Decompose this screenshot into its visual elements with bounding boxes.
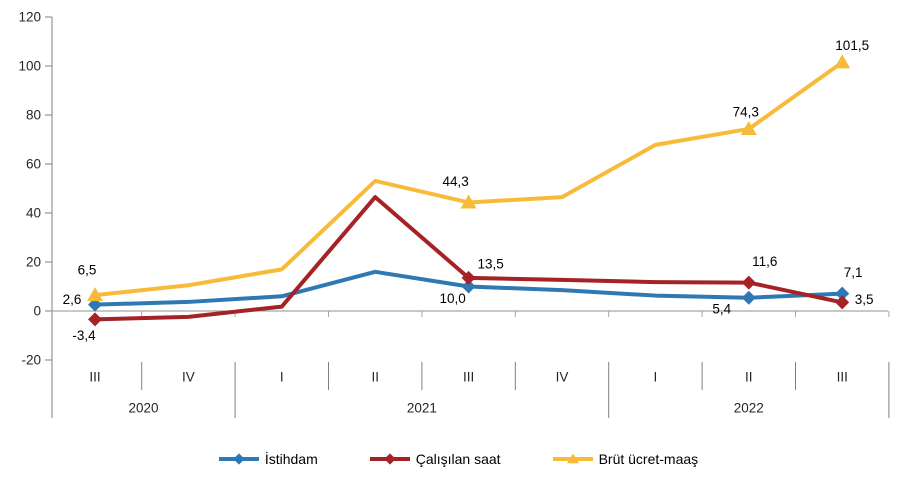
y-axis-tick-label: 80 xyxy=(26,108,41,123)
diamond-marker xyxy=(835,286,850,301)
quarter-tick-label: III xyxy=(837,370,848,385)
diamond-marker-icon xyxy=(384,453,396,465)
data-label: 101,5 xyxy=(835,38,869,53)
quarter-tick-label: I xyxy=(654,370,658,385)
triangle-marker xyxy=(740,120,757,135)
diamond-marker-icon xyxy=(233,453,245,465)
legend-item-brut-ucret-maas: Brüt ücret-maaş xyxy=(552,451,699,467)
quarter-tick-label: III xyxy=(463,370,474,385)
quarter-tick-label: II xyxy=(745,370,753,385)
legend-item-calisilan-saat: Çalışılan saat xyxy=(369,451,501,467)
data-label: 10,0 xyxy=(439,291,465,306)
triangle-marker xyxy=(834,54,851,69)
quarter-tick-label: III xyxy=(89,370,100,385)
year-tick-label: 2020 xyxy=(129,401,159,416)
legend-line-swatch xyxy=(552,453,593,464)
legend-label: Çalışılan saat xyxy=(415,451,501,467)
legend-line-swatch xyxy=(369,453,410,465)
diamond-marker xyxy=(741,275,756,290)
data-label: 7,1 xyxy=(844,265,863,280)
y-axis-tick-label: 100 xyxy=(18,59,41,74)
quarter-tick-label: IV xyxy=(556,370,569,385)
diamond-marker xyxy=(461,270,476,285)
year-tick-label: 2021 xyxy=(407,401,437,416)
data-label: 6,5 xyxy=(78,263,97,278)
legend-item-istihdam: İstihdam xyxy=(218,451,318,467)
data-label: 2,6 xyxy=(63,292,82,307)
diamond-marker xyxy=(741,290,756,305)
quarter-tick-label: IV xyxy=(182,370,195,385)
data-label: 11,6 xyxy=(752,254,777,269)
data-label: 5,4 xyxy=(712,301,731,316)
triangle-marker xyxy=(460,194,477,209)
chart-legend: İstihdam Çalışılan saat Brüt ücret-maaş xyxy=(8,443,901,475)
year-tick-label: 2022 xyxy=(734,401,764,416)
diamond-marker xyxy=(835,295,850,310)
y-axis-tick-label: 120 xyxy=(18,10,41,25)
y-axis-tick-label: -20 xyxy=(21,353,41,368)
y-axis-tick-label: 0 xyxy=(33,304,41,319)
legend-label: Brüt ücret-maaş xyxy=(598,451,699,467)
data-label: 13,5 xyxy=(477,256,503,271)
diamond-marker xyxy=(461,279,476,294)
y-axis-tick-label: 20 xyxy=(26,255,41,270)
data-label: 74,3 xyxy=(733,104,759,119)
y-axis-tick-label: 60 xyxy=(26,157,41,172)
data-label: -3,4 xyxy=(72,328,96,343)
legend-label: İstihdam xyxy=(264,451,318,467)
triangle-marker xyxy=(87,287,103,302)
diamond-marker xyxy=(88,312,102,327)
data-label: 44,3 xyxy=(442,174,468,189)
diamond-marker xyxy=(88,297,102,312)
legend-line-swatch xyxy=(218,453,259,465)
quarter-tick-label: II xyxy=(371,370,379,385)
triangle-marker-icon xyxy=(566,453,579,464)
y-axis-tick-label: 40 xyxy=(26,206,41,221)
quarter-tick-label: I xyxy=(280,370,284,385)
data-label: 3,5 xyxy=(855,292,874,307)
